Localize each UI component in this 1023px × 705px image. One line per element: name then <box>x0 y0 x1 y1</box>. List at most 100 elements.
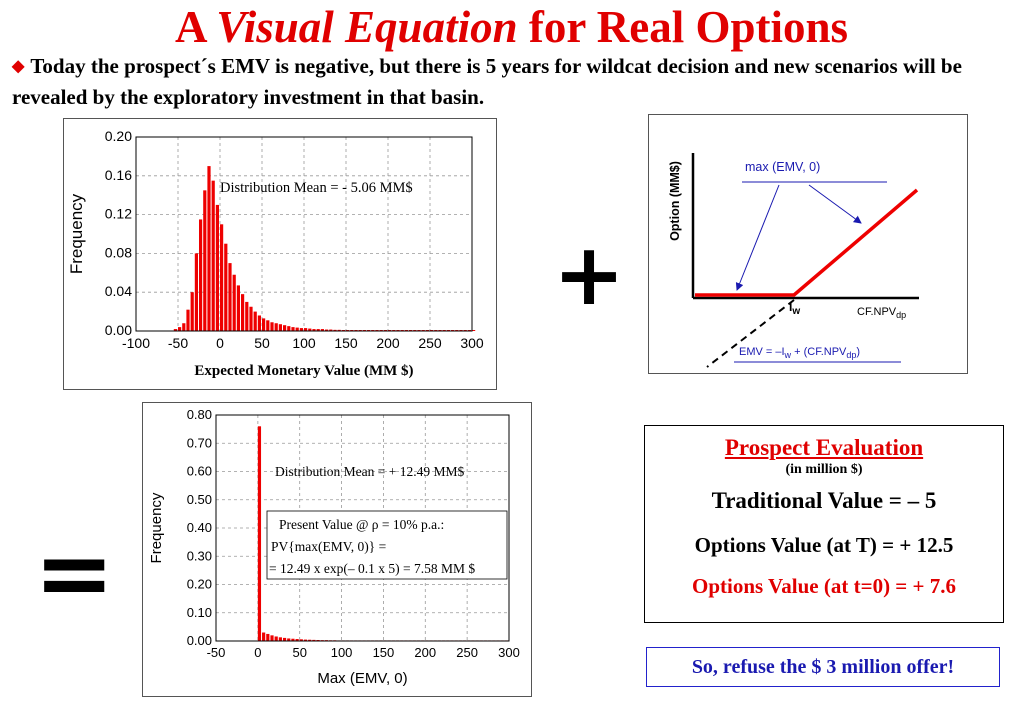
payoff-line <box>695 188 919 297</box>
histogram-bar <box>249 306 253 331</box>
y-tick-label: 0.60 <box>187 464 212 479</box>
options-value-at-t: Options Value (at T) = + 12.5 <box>694 533 954 557</box>
present-value-line3: = 12.49 x exp(– 0.1 x 5) = 7.58 MM $ <box>269 561 475 576</box>
histogram-bar <box>270 322 274 331</box>
histogram-bar <box>295 327 299 331</box>
max-emv-label: max (EMV, 0) <box>745 160 820 174</box>
diamond-bullet-icon: ◆ <box>12 58 25 75</box>
histogram-bar <box>312 329 316 331</box>
y-tick-label: 0.04 <box>105 283 132 299</box>
histogram-bar <box>320 329 324 331</box>
option-histogram-panel: -50 0 50 100 150 200 250 300 0.00 0.10 0.20 0.30 0.4… <box>142 402 532 697</box>
x-tick-label: 50 <box>254 335 270 351</box>
distribution-mean-annotation: Distribution Mean = + 12.49 MM$ <box>275 464 464 479</box>
histogram-bar <box>186 309 190 331</box>
histogram-bar <box>278 324 282 331</box>
present-value-line2: PV{max(EMV, 0)} = <box>271 539 386 554</box>
x-axis-label: Max (EMV, 0) <box>317 670 407 687</box>
histogram-bar <box>266 633 270 641</box>
histogram-bar <box>178 327 182 331</box>
y-tick-label: 0.40 <box>187 520 212 535</box>
conclusion-box: So, refuse the $ 3 million offer! <box>646 647 1000 687</box>
distribution-mean-annotation: Distribution Mean = - 5.06 MM$ <box>220 180 413 196</box>
x-tick-label: 0 <box>254 645 261 660</box>
y-axis-label: Frequency <box>67 193 86 274</box>
histogram-bar <box>266 320 270 331</box>
option-payoff-chart: Option (MM$) CF.NPVdp Iw max (EMV, 0) EMV = … <box>668 153 919 368</box>
y-tick-label: 0.20 <box>105 128 132 144</box>
option-payoff-panel: Option (MM$) CF.NPVdp Iw max (EMV, 0) EMV = … <box>648 114 968 374</box>
evaluation-subtitle: (in million $) <box>785 462 863 477</box>
histogram-bar <box>291 638 295 641</box>
y-axis-label: Frequency <box>148 492 165 563</box>
histogram-bar <box>299 639 303 641</box>
y-tick-label: 0.16 <box>105 167 132 183</box>
histogram-bar <box>308 328 312 331</box>
histogram-bar <box>274 323 278 331</box>
histogram-bar <box>241 294 245 331</box>
histogram-bar <box>295 639 299 641</box>
histogram-bar <box>282 637 287 641</box>
histogram-bar <box>337 329 341 331</box>
histogram-bar <box>303 639 308 641</box>
emv-histogram-panel: -100 -50 0 50 100 150 200 250 300 0.00 0.04 0.08 0.1… <box>63 118 497 390</box>
present-value-line1: Present Value @ ρ = 10% p.a.: <box>279 517 444 532</box>
prospect-evaluation-box: Prospect Evaluation (in million $) Tradi… <box>644 425 1004 623</box>
histogram-bar <box>211 180 215 331</box>
histogram-bar <box>182 323 186 331</box>
histogram-bar <box>287 326 291 331</box>
histogram-bar <box>299 328 303 331</box>
y-tick-label: 0.08 <box>105 244 132 260</box>
x-axis-label: Expected Monetary Value (MM $) <box>194 363 413 379</box>
x-tick-label: 300 <box>498 645 520 660</box>
histogram-bar <box>262 632 266 641</box>
emv-dashed-line <box>706 299 795 368</box>
y-tick-label: 0.80 <box>187 407 212 422</box>
histogram-bar <box>203 190 207 331</box>
y-tick-label: 0.20 <box>187 577 212 592</box>
arrow-to-floor <box>735 184 780 291</box>
histogram-bar <box>472 330 476 331</box>
histogram-bar <box>291 327 295 331</box>
histogram-bar <box>257 426 262 641</box>
x-tick-label: 250 <box>418 335 442 351</box>
histogram-bar <box>304 328 308 331</box>
arrow-to-slope <box>808 184 862 224</box>
evaluation-title: Prospect Evaluation <box>724 435 924 460</box>
x-tick-label: 150 <box>373 645 395 660</box>
plot-frame <box>215 414 510 642</box>
x-tick-label: 200 <box>376 335 400 351</box>
present-value-box <box>266 510 508 580</box>
histogram-bar <box>199 219 203 331</box>
histogram-bar <box>308 639 312 641</box>
histogram-bar <box>325 329 329 331</box>
histogram-bar <box>274 636 278 641</box>
histogram-bar <box>215 204 219 331</box>
y-tick-label: 0.00 <box>187 633 212 648</box>
plot-frame <box>135 136 473 332</box>
options-value-at-t0: Options Value (at t=0) = + 7.6 <box>691 574 956 598</box>
histogram-bar <box>329 329 333 331</box>
plus-operator: + <box>553 225 626 325</box>
x-tick-label: 250 <box>456 645 478 660</box>
histogram-bar <box>190 292 194 331</box>
bullet-point: ◆ Today the prospect´s EMV is negative, b… <box>12 54 962 109</box>
x-tick-label: 50 <box>292 645 306 660</box>
y-axis-label: Option (MM$) <box>668 161 682 241</box>
x-axis-label: CF.NPVdp <box>857 306 906 320</box>
x-tick-label: 200 <box>414 645 436 660</box>
y-tick-label: 0.00 <box>105 322 132 338</box>
histogram-bar <box>207 166 211 331</box>
x-tick-label: -50 <box>207 645 226 660</box>
histogram-bar <box>316 329 320 331</box>
histogram-bar <box>236 285 240 331</box>
histogram-bar <box>194 253 198 331</box>
x-tick-label: 100 <box>331 645 353 660</box>
x-tick-label: 0 <box>216 335 224 351</box>
histogram-bar <box>245 301 249 331</box>
histogram-bar <box>220 224 224 331</box>
histogram-bar <box>173 329 177 331</box>
x-tick-label: 150 <box>334 335 358 351</box>
histogram-bar <box>312 639 316 641</box>
histogram-bar <box>283 325 287 331</box>
